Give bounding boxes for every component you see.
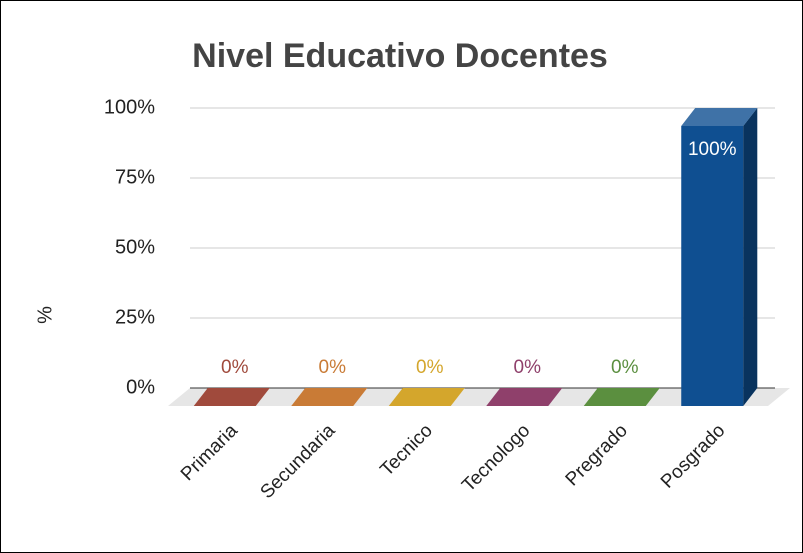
bar-front: [681, 126, 744, 406]
value-label: 0%: [611, 357, 639, 378]
value-label: 100%: [688, 139, 737, 160]
bar-top: [681, 108, 758, 126]
bar-top: [193, 388, 270, 406]
bar-side: [743, 108, 758, 406]
value-label: 0%: [514, 357, 542, 378]
bar-top: [388, 388, 465, 406]
y-tick-label: 50%: [115, 236, 155, 258]
value-label: 0%: [319, 357, 347, 378]
chart-title: Nivel Educativo Docentes: [192, 37, 608, 75]
value-label: 0%: [416, 357, 444, 378]
value-label: 0%: [221, 357, 249, 378]
bar-top: [291, 388, 368, 406]
bar-top-shade: [681, 108, 758, 126]
y-axis-label: %: [34, 306, 56, 324]
y-tick-label: 75%: [115, 166, 155, 188]
y-tick-label: 100%: [104, 96, 155, 118]
y-tick-label: 25%: [115, 306, 155, 328]
bar-side-shade: [743, 108, 758, 406]
y-tick-label: 0%: [126, 376, 155, 398]
bar-top: [486, 388, 563, 406]
bar-top: [583, 388, 660, 406]
